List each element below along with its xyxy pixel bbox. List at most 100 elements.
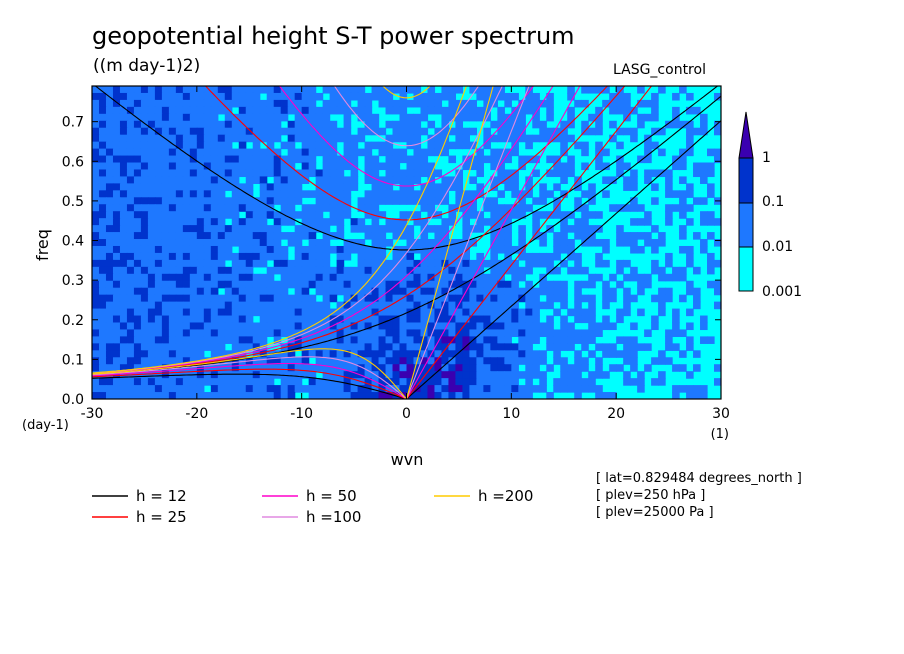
field-cell: [154, 120, 163, 129]
field-cell: [553, 280, 561, 289]
field-cell: [175, 176, 184, 184]
field-cell: [357, 239, 366, 247]
field-cell: [245, 155, 254, 164]
field-cell: [518, 204, 526, 212]
field-cell: [231, 287, 240, 296]
field-cell: [308, 239, 317, 247]
field-cell: [273, 239, 282, 247]
field-cell: [105, 225, 114, 233]
field-cell: [476, 190, 484, 198]
field-cell: [483, 106, 491, 115]
field-cell: [98, 378, 107, 386]
field-cell: [210, 371, 219, 379]
field-cell: [413, 392, 422, 399]
field-cell: [301, 190, 310, 198]
field-cell: [623, 308, 631, 317]
field-cell: [329, 364, 338, 372]
field-cell: [385, 92, 394, 101]
field-cell: [476, 343, 484, 351]
field-cell: [182, 162, 191, 171]
field-cell: [273, 211, 282, 219]
field-cell: [161, 190, 170, 198]
field-cell: [392, 308, 401, 317]
field-cell: [385, 190, 394, 198]
field-cell: [154, 350, 163, 358]
field-cell: [609, 120, 617, 129]
field-cell: [392, 162, 401, 171]
field-cell: [427, 259, 436, 268]
field-cell: [112, 190, 121, 198]
field-cell: [539, 134, 547, 143]
field-cell: [343, 350, 352, 358]
field-cell: [238, 218, 247, 226]
field-cell: [245, 301, 254, 310]
field-cell: [189, 141, 198, 150]
field-cell: [154, 392, 163, 399]
field-cell: [154, 273, 163, 282]
field-cell: [364, 350, 373, 358]
field-cell: [273, 322, 282, 331]
field-cell: [259, 169, 268, 178]
field-cell: [700, 322, 708, 331]
field-cell: [462, 266, 470, 275]
field-cell: [714, 127, 721, 136]
field-cell: [119, 385, 128, 393]
field-cell: [357, 294, 366, 303]
field-cell: [420, 190, 429, 198]
field-cell: [133, 106, 142, 115]
field-cell: [259, 204, 268, 212]
field-cell: [245, 169, 254, 178]
field-cell: [252, 134, 261, 143]
field-cell: [182, 385, 191, 393]
field-cell: [161, 169, 170, 178]
field-cell: [483, 315, 491, 324]
field-cell: [511, 301, 519, 310]
field-cell: [420, 113, 429, 122]
field-cell: [511, 343, 519, 351]
field-cell: [420, 155, 429, 164]
field-cell: [588, 113, 596, 122]
field-cell: [518, 266, 526, 275]
field-cell: [154, 113, 163, 122]
field-cell: [147, 259, 156, 268]
field-cell: [714, 287, 721, 296]
field-cell: [119, 287, 128, 296]
field-cell: [462, 239, 470, 247]
field-cell: [497, 357, 505, 365]
field-cell: [462, 336, 470, 344]
field-cell: [224, 336, 233, 344]
field-cell: [399, 322, 408, 331]
field-cell: [420, 301, 429, 310]
field-cell: [357, 385, 366, 393]
field-cell: [175, 120, 184, 129]
field-cell: [406, 273, 415, 282]
field-cell: [315, 176, 324, 184]
field-cell: [98, 343, 107, 351]
field-cell: [364, 190, 373, 198]
field-cell: [294, 155, 303, 164]
field-cell: [560, 301, 568, 310]
field-cell: [462, 357, 470, 365]
field-cell: [546, 190, 554, 198]
field-cell: [196, 211, 205, 219]
field-cell: [476, 106, 484, 115]
field-cell: [511, 211, 519, 219]
field-cell: [119, 239, 128, 247]
field-cell: [238, 148, 247, 157]
colorbar-arrow: [738, 111, 754, 159]
field-cell: [126, 204, 135, 212]
field-cell: [168, 162, 177, 171]
field-cell: [469, 99, 477, 108]
field-cell: [203, 329, 212, 337]
field-cell: [294, 232, 303, 240]
field-cell: [364, 141, 373, 150]
field-cell: [420, 336, 429, 344]
field-cell: [546, 287, 554, 296]
field-cell: [168, 266, 177, 275]
field-cell: [252, 364, 261, 372]
field-cell: [126, 280, 135, 289]
field-cell: [126, 343, 135, 351]
field-cell: [350, 294, 359, 303]
field-cell: [616, 155, 624, 164]
field-cell: [322, 204, 331, 212]
